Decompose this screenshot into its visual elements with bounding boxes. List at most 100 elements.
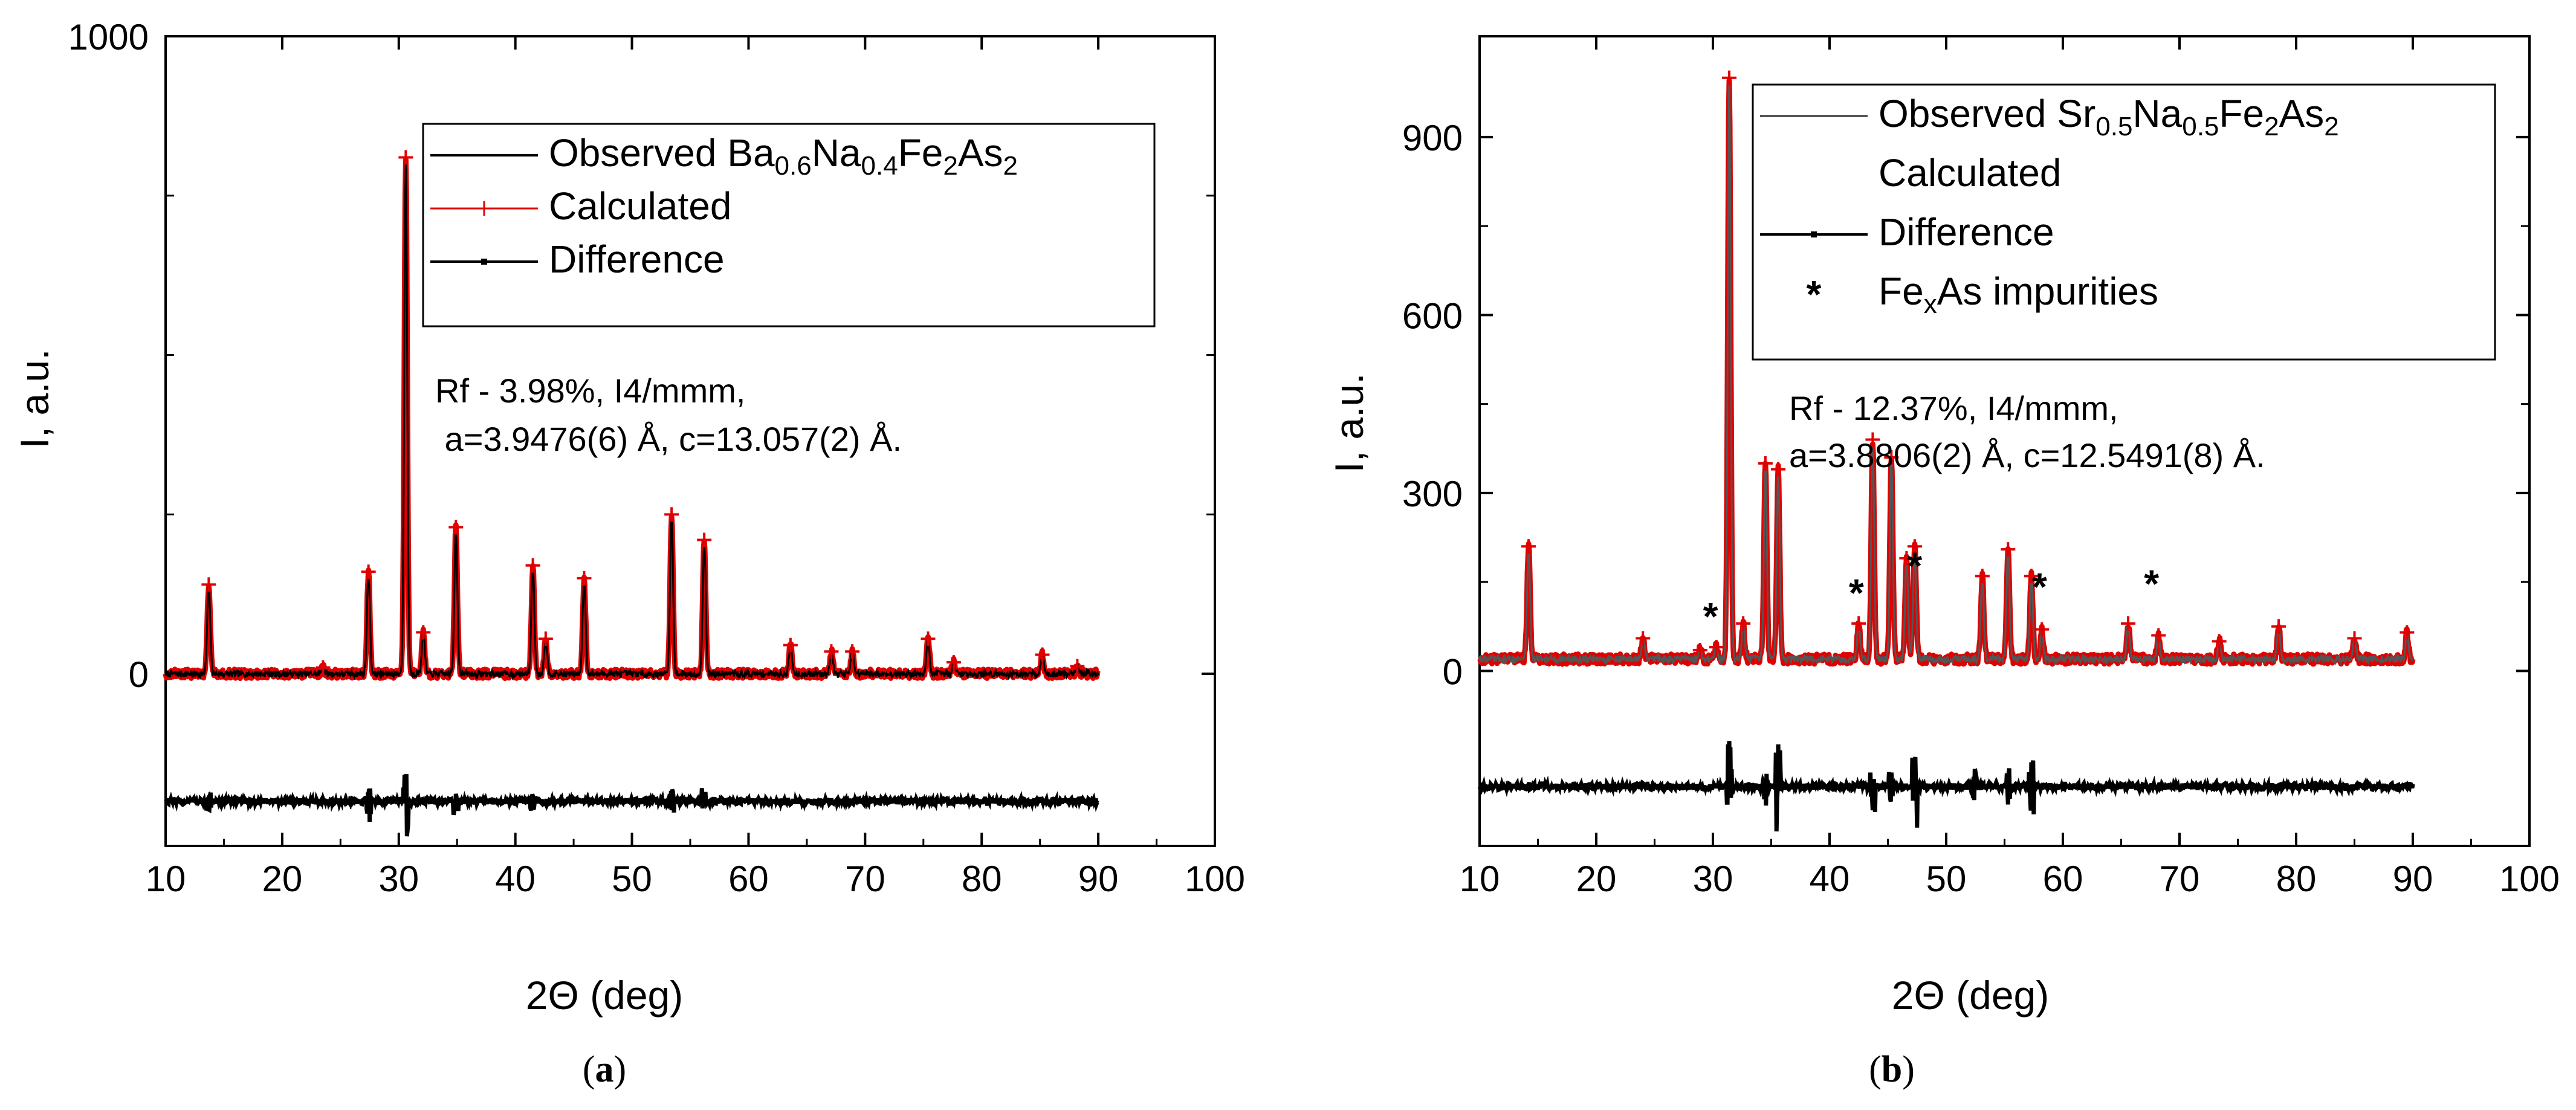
x-tick-label: 40 [1810,859,1850,899]
panel-caption: (b) [1869,1049,1915,1090]
x-tick-label: 90 [2393,859,2433,899]
x-tick-label: 40 [495,859,536,899]
legend-formula-part: Na [2132,92,2182,135]
x-tick-label: 70 [2160,859,2200,899]
caption-paren-close: ) [614,1049,627,1090]
x-axis-title: 2Θ (deg) [526,973,683,1018]
legend-label-main: Difference [1879,210,2054,254]
legend-formula-part: As [958,131,1003,175]
legend-swatch-difference-mark [1811,231,1817,237]
impurity-marker: * [1849,571,1864,615]
y-axis: 0 1000 [68,17,1215,695]
x-tick-label: 80 [2276,859,2317,899]
x-tick-label: 10 [1460,859,1500,899]
legend-label-main: Observed Sr [1879,92,2095,135]
x-tick-label: 30 [378,859,419,899]
legend-box [422,123,1156,328]
x-axis-title-unit: (deg) [579,973,683,1018]
x-axis-title-symbol: 2Θ [526,973,579,1018]
x-axis-title: 2Θ (deg) [1892,973,2049,1018]
x-tick-label: 100 [2499,859,2560,899]
x-axis: 10 20 30 40 50 60 70 80 90 100 [1460,36,2560,899]
legend-label-observed: Observed Sr0.5Na0.5Fe2As2 [1879,92,2339,141]
y-axis-title: I, a.u. [1327,373,1371,473]
annotation-line: Rf - 3.98%, I4/mmm, [435,372,745,410]
legend: Observed Sr0.5Na0.5Fe2As2CalculatedDiffe… [1752,83,2496,361]
caption-letter: b [1882,1049,1902,1090]
y-tick-label: 300 [1402,474,1463,514]
x-tick-label: 80 [962,859,1002,899]
legend-label-main: Calculated [549,184,731,228]
caption-paren-close: ) [1902,1049,1915,1090]
series-difference [164,773,1099,837]
legend-label-main: Fe [1879,269,1924,313]
legend-swatch-difference-mark [481,259,487,265]
x-tick-label: 50 [612,859,652,899]
legend-label-calculated: Calculated [549,184,731,228]
legend-subscript: 2 [1003,151,1018,181]
x-tick-label: 20 [1576,859,1617,899]
legend-label-main: Difference [549,237,725,281]
legend-label-calculated: Calculated [1879,151,2061,195]
x-axis: 10 20 30 40 50 60 70 80 90 100 [146,36,1245,899]
impurity-marker: * [2144,562,2159,605]
y-tick-label: 600 [1402,295,1463,336]
legend-label-difference: Difference [549,237,725,281]
caption-paren-open: ( [583,1049,595,1090]
x-axis-title-unit: (deg) [1945,973,2049,1018]
calculated-markers [201,150,1085,675]
legend: Observed Ba0.6Na0.4Fe2As2CalculatedDiffe… [422,123,1156,328]
x-tick-label: 60 [728,859,769,899]
x-tick-label: 10 [146,859,186,899]
calculated-markers [1521,70,2415,658]
y-tick-label: 1000 [68,17,149,57]
legend-subscript: 2 [2264,112,2279,141]
annotation-line: Rf - 12.37%, I4/mmm, [1789,389,2118,427]
panel-caption: (a) [583,1049,626,1090]
x-tick-label: 30 [1693,859,1733,899]
annotation-line: a=3.8806(2) Å, c=12.5491(8) Å. [1789,436,2265,474]
y-tick-label: 0 [1443,651,1463,692]
x-tick-label: 60 [2043,859,2083,899]
legend-label-main: Observed Ba [549,131,775,175]
impurity-marker: * [1703,595,1718,638]
legend-label-difference: Difference [1879,210,2054,254]
legend-subscript: 0.6 [775,151,812,181]
legend-swatch-impurity: * [1807,273,1822,316]
x-tick-label: 70 [845,859,885,899]
legend-formula-part: As impurities [1937,269,2158,313]
y-axis: 0 300 600 900 [1402,118,2529,692]
x-tick-label: 100 [1185,859,1245,899]
x-tick-label: 20 [262,859,303,899]
legend-box [1752,83,2496,361]
legend-subscript: 0.5 [2095,112,2132,141]
legend-subscript: 2 [2324,112,2338,141]
impurity-marker: * [2032,565,2047,608]
legend-formula-part: Fe [2219,92,2264,135]
annotation-line: a=3.9476(6) Å, c=13.057(2) Å. [435,420,902,458]
legend-label-observed: Observed Ba0.6Na0.4Fe2As2 [549,131,1018,181]
impurity-marker: * [1907,544,1922,588]
y-tick-label: 900 [1402,118,1463,158]
series-difference [1477,741,2415,831]
x-tick-label: 50 [1926,859,1967,899]
legend-formula-part: Na [812,131,861,175]
series-observed [1478,80,2414,666]
legend-label-impurity: FexAs impurities [1879,269,2158,319]
chart-b: 10 20 30 40 50 60 70 80 90 100 0 300 600 900 I, a.u. 2Θ… [1327,35,2560,1090]
x-axis-title-symbol: 2Θ [1892,973,1945,1018]
caption-paren-open: ( [1869,1049,1882,1090]
caption-letter: a [595,1049,614,1090]
legend-label-main: Calculated [1879,151,2061,195]
legend-formula-part: As [2279,92,2325,135]
y-axis-title: I, a.u. [12,349,57,448]
legend-subscript: 2 [943,151,957,181]
legend-formula-part: Fe [898,131,943,175]
x-tick-label: 90 [1078,859,1119,899]
legend-subscript: 0.4 [861,151,898,181]
y-tick-label: 0 [129,654,149,695]
series-observed [164,160,1099,681]
legend-subscript: 0.5 [2182,112,2219,141]
